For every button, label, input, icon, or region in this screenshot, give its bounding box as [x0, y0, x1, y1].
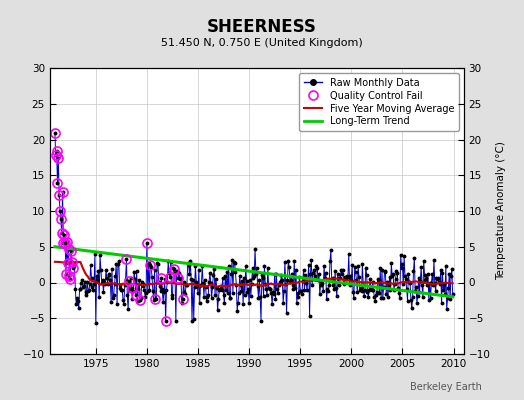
Legend: Raw Monthly Data, Quality Control Fail, Five Year Moving Average, Long-Term Tren: Raw Monthly Data, Quality Control Fail, … [299, 73, 459, 131]
Text: SHEERNESS: SHEERNESS [207, 18, 317, 36]
Text: Berkeley Earth: Berkeley Earth [410, 382, 482, 392]
Y-axis label: Temperature Anomaly (°C): Temperature Anomaly (°C) [496, 142, 506, 280]
Text: 51.450 N, 0.750 E (United Kingdom): 51.450 N, 0.750 E (United Kingdom) [161, 38, 363, 48]
